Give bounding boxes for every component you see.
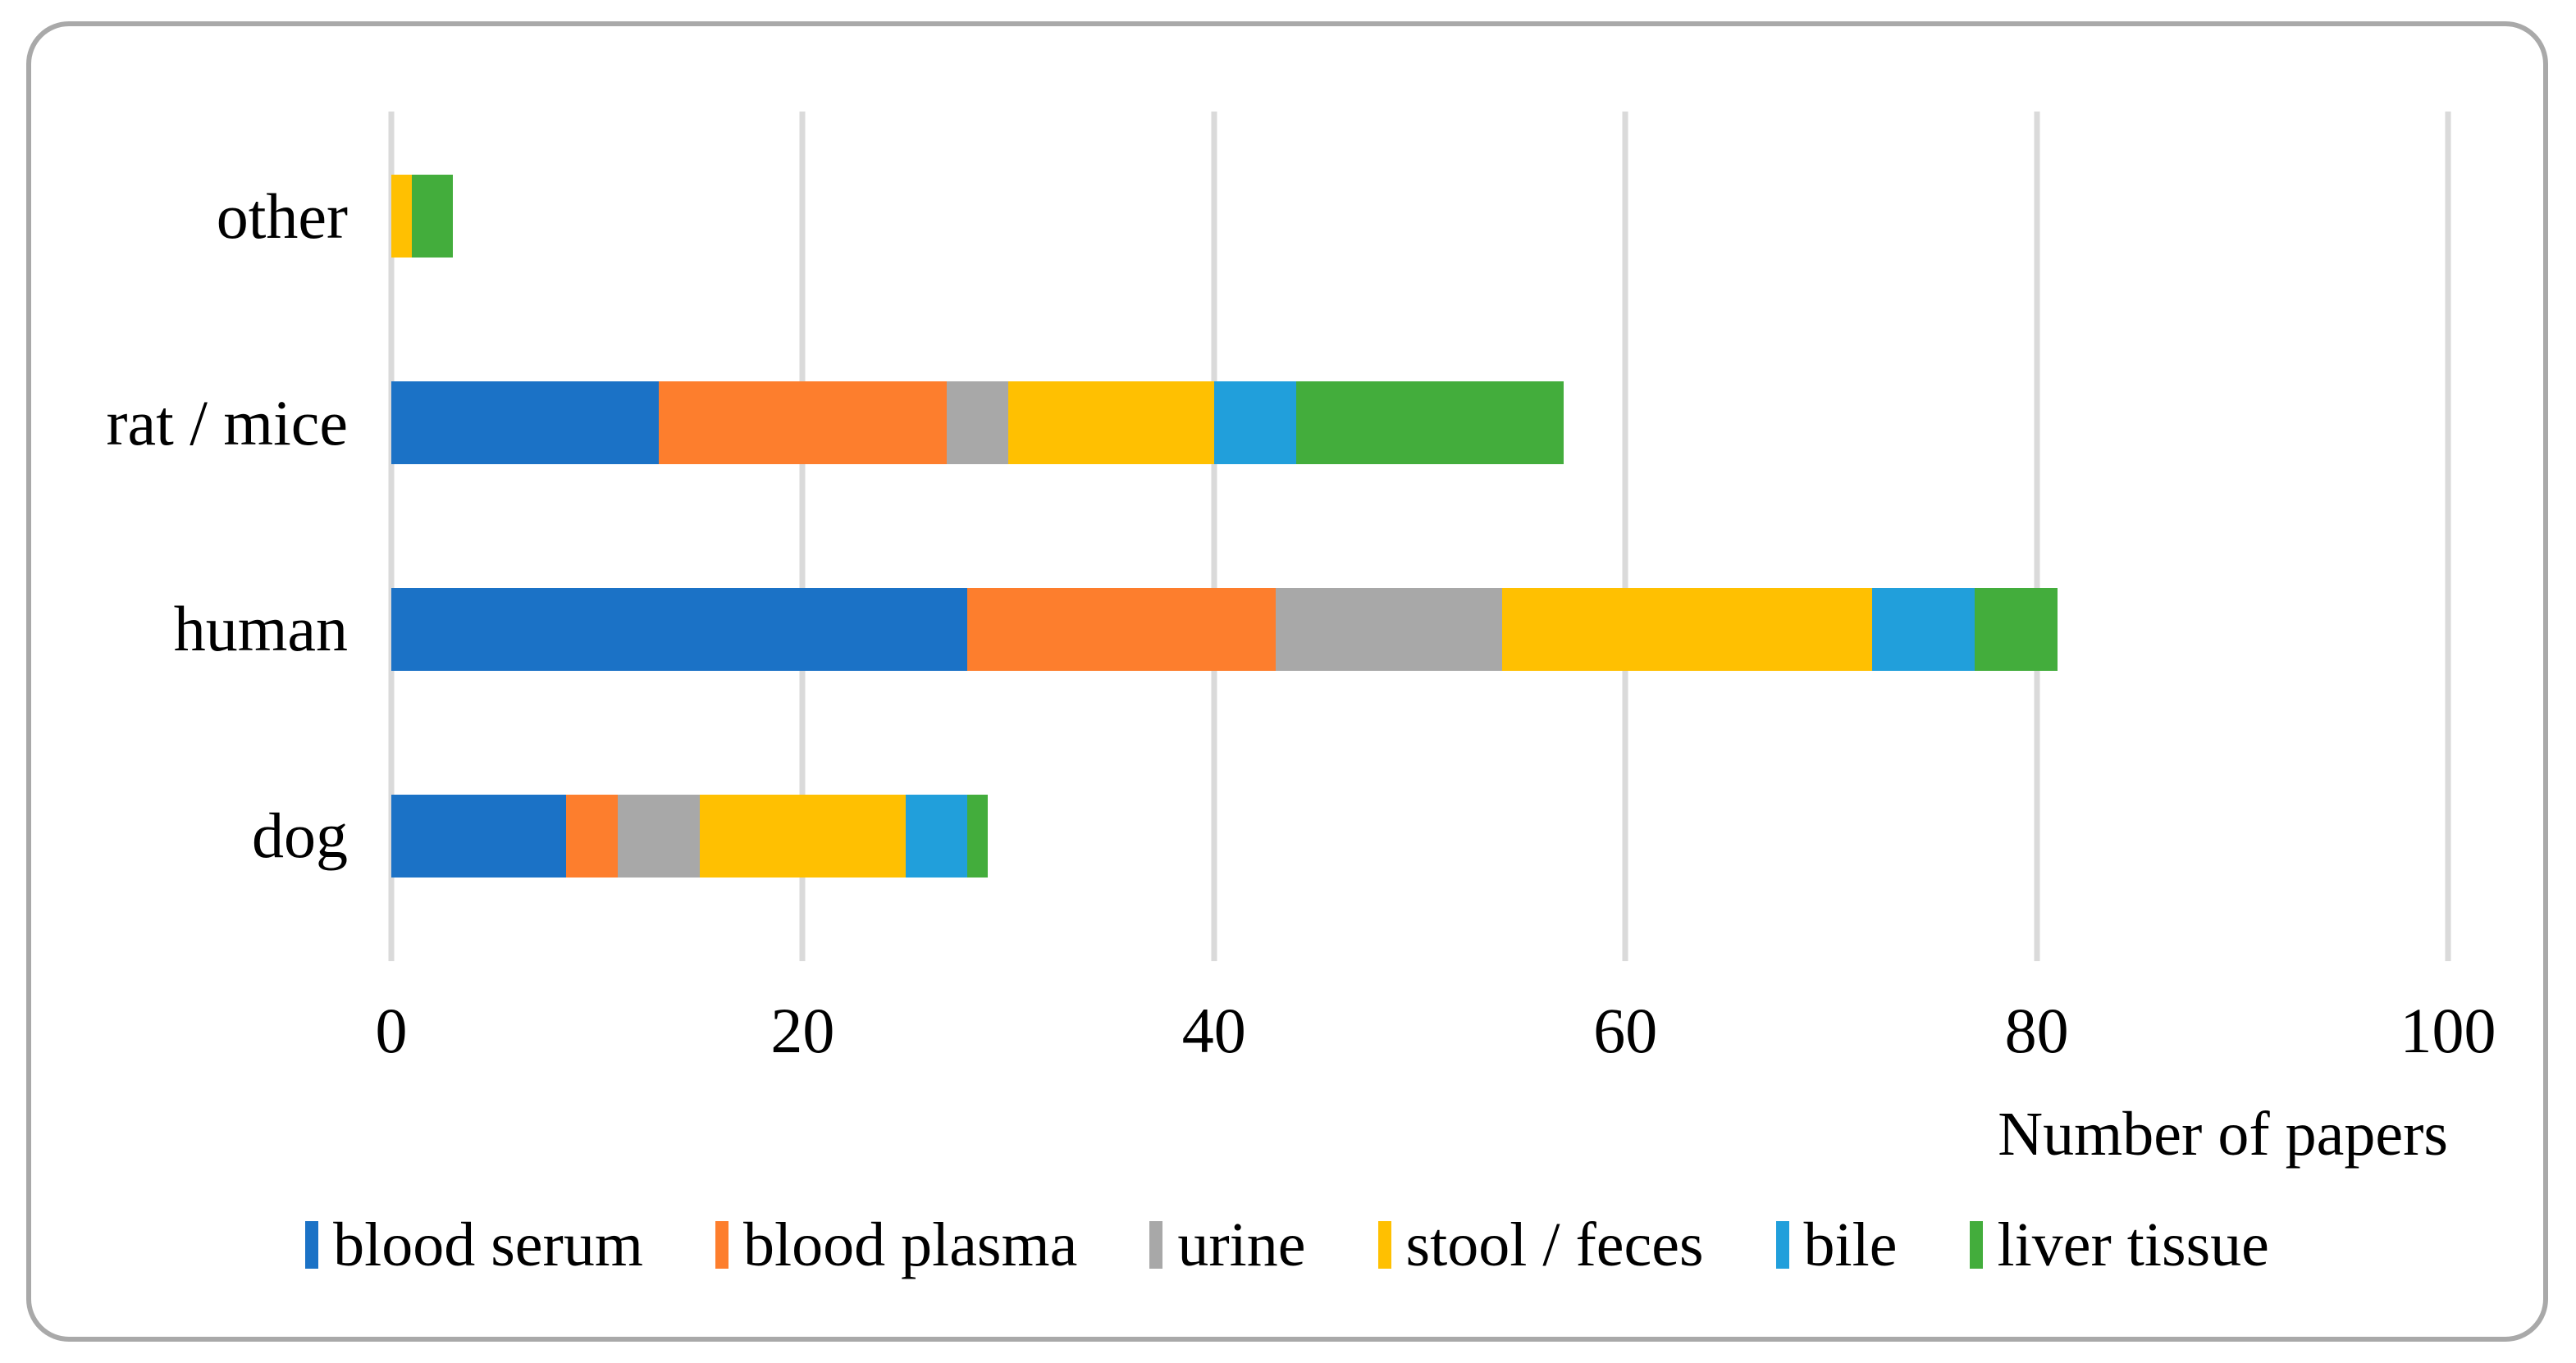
gridline-0 — [388, 112, 395, 961]
bar-row-other — [391, 175, 2448, 258]
legend-chip-stool-feces — [1377, 1221, 1391, 1269]
gridline-60 — [1622, 112, 1628, 961]
bar-segment-liver-tissue-dog — [966, 795, 988, 878]
bar-segment-bile-dog — [905, 795, 967, 878]
legend-chip-liver-tissue — [1969, 1221, 1983, 1269]
legend-item-blood-plasma: blood plasma — [715, 1214, 1077, 1276]
legend-label-urine: urine — [1177, 1210, 1306, 1279]
bar-segment-blood-serum-dog — [391, 795, 567, 878]
legend-item-bile: bile — [1775, 1210, 1898, 1279]
x-tick-40: 40 — [1181, 995, 1246, 1066]
bar-row-dog — [391, 795, 2448, 878]
legend-item-stool-feces: stool / feces — [1377, 1210, 1704, 1279]
plot-area: 0 20 40 60 80 100 — [376, 112, 2496, 1063]
y-label-other: other — [216, 180, 348, 252]
bar-segment-blood-plasma-dog — [566, 795, 618, 878]
gridline-80 — [2034, 112, 2040, 961]
x-tick-80: 80 — [2004, 995, 2069, 1066]
bar-segment-urine-dog — [617, 795, 701, 878]
bar-segment-stool-feces-other — [391, 175, 413, 258]
bar-segment-stool-feces-dog — [700, 795, 906, 878]
x-tick-0: 0 — [375, 995, 408, 1066]
bar-segment-liver-tissue-human — [1975, 588, 2058, 671]
bar-row-human — [391, 588, 2448, 671]
bar-segment-blood-serum-rat-mice — [391, 381, 659, 464]
legend-label-blood-serum: blood serum — [333, 1210, 643, 1279]
legend-chip-blood-serum — [305, 1221, 319, 1269]
x-tick-60: 60 — [1593, 995, 1658, 1066]
bar-segment-blood-plasma-rat-mice — [658, 381, 947, 464]
legend-chip-blood-plasma — [715, 1221, 728, 1269]
gridline-100 — [2445, 112, 2451, 961]
legend-item-blood-serum: blood serum — [305, 1214, 643, 1276]
bar-segment-stool-feces-rat-mice — [1008, 381, 1214, 464]
bar-segment-blood-serum-human — [391, 588, 967, 671]
bar-row-rat-mice — [391, 381, 2448, 464]
legend-label-liver-tissue: liver tissue — [1997, 1210, 2269, 1279]
legend: blood serum blood plasma urine stool / fece… — [31, 1214, 2543, 1276]
y-label-rat-mice: rat / mice — [106, 387, 348, 458]
legend-label-bile: bile — [1803, 1210, 1898, 1279]
legend-chip-bile — [1775, 1221, 1789, 1269]
bar-segment-urine-rat-mice — [946, 381, 1009, 464]
legend-label-blood-plasma: blood plasma — [742, 1210, 1078, 1279]
x-tick-100: 100 — [2400, 995, 2496, 1066]
x-tick-20: 20 — [770, 995, 835, 1066]
bar-segment-liver-tissue-other — [412, 175, 454, 258]
legend-item-liver-tissue: liver tissue — [1969, 1210, 2269, 1279]
y-label-human: human — [173, 593, 348, 664]
bar-segment-bile-rat-mice — [1213, 381, 1297, 464]
chart-frame: 0 20 40 60 80 100 other rat / mice human dog Num… — [26, 21, 2548, 1342]
bar-segment-bile-human — [1872, 588, 1975, 671]
legend-label-stool-feces: stool / feces — [1405, 1210, 1704, 1279]
bar-segment-blood-plasma-human — [966, 588, 1276, 671]
legend-chip-urine — [1149, 1221, 1163, 1269]
x-axis-title: Number of papers — [1998, 1100, 2448, 1169]
bar-segment-stool-feces-human — [1501, 588, 1873, 671]
bar-segment-liver-tissue-rat-mice — [1296, 381, 1564, 464]
legend-item-urine: urine — [1149, 1210, 1306, 1279]
gridline-20 — [799, 112, 806, 961]
y-label-dog: dog — [252, 800, 348, 871]
bar-segment-urine-human — [1276, 588, 1502, 671]
gridline-40 — [1211, 112, 1217, 961]
